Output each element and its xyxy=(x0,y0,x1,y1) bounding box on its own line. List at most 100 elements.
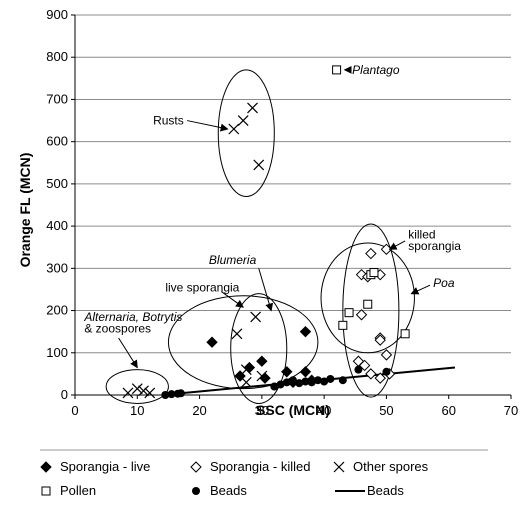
legend-marker xyxy=(40,461,52,473)
beads-point xyxy=(313,376,322,385)
pollen-point xyxy=(363,299,373,309)
sporangia-live-point xyxy=(243,361,256,374)
legend-item: Pollen xyxy=(41,483,96,498)
legend-item: Beads xyxy=(192,483,247,498)
x-tick-label: 40 xyxy=(317,403,331,418)
beads-point xyxy=(320,377,329,386)
x-tick-label: 20 xyxy=(192,403,206,418)
data-points xyxy=(122,65,410,399)
annotation-text: sporangia xyxy=(408,239,461,253)
other-spores-point xyxy=(250,311,262,323)
annotation-text: Plantago xyxy=(352,63,400,77)
x-tick-label: 50 xyxy=(379,403,393,418)
beads-point xyxy=(295,379,304,388)
x-tick-label: 30 xyxy=(255,403,269,418)
beads-point xyxy=(161,391,170,399)
legend-marker xyxy=(333,461,345,473)
x-tick-label: 10 xyxy=(130,403,144,418)
other-spores-point xyxy=(131,383,143,395)
other-spores-point xyxy=(240,364,252,376)
beads-point xyxy=(338,376,347,385)
pollen-point xyxy=(338,320,348,330)
sporangia-killed-point xyxy=(380,349,393,361)
sporangia-live-point xyxy=(206,336,218,348)
cluster-ellipse xyxy=(230,293,288,404)
sporangia-killed-point xyxy=(365,368,377,380)
other-spores-point xyxy=(253,159,265,171)
legend-marker xyxy=(192,487,200,495)
cluster-ellipse xyxy=(105,369,169,404)
x-tick-label: 60 xyxy=(441,403,455,418)
annotation-text: Alternaria, Botrytis xyxy=(83,310,182,324)
other-spores-point xyxy=(256,370,268,382)
sporangia-live-point xyxy=(299,325,312,338)
cluster-ellipse xyxy=(342,223,400,398)
y-tick-label: 800 xyxy=(46,49,68,64)
legend-label: Other spores xyxy=(353,459,429,474)
x-axis-label: SSC (MCN) xyxy=(256,402,330,418)
legend-marker xyxy=(190,461,202,473)
other-spores-point xyxy=(237,115,249,126)
sporangia-killed-point xyxy=(374,372,386,384)
cluster-ellipse xyxy=(217,69,275,198)
cluster-ellipse xyxy=(167,295,319,390)
other-spores-point xyxy=(240,376,252,388)
other-spores-point xyxy=(228,123,240,135)
annotation-arrow xyxy=(410,284,431,295)
beads-point xyxy=(326,374,335,383)
y-tick-label: 500 xyxy=(46,176,68,191)
annotation-text: Poa xyxy=(433,276,455,290)
sporangia-live-point xyxy=(281,366,293,378)
beads-point xyxy=(354,365,363,374)
annotation-arrow xyxy=(118,337,138,369)
sporangia-live-point xyxy=(299,366,312,378)
annotation-text: Rusts xyxy=(153,114,184,128)
sporangia-killed-point xyxy=(374,334,386,346)
legend-item: Sporangia - killed xyxy=(190,459,310,474)
legend-item: Sporangia - live xyxy=(40,459,150,474)
beads-point xyxy=(382,367,391,376)
cluster-ellipses xyxy=(105,69,415,404)
y-tick-label: 400 xyxy=(46,218,68,233)
x-tick-label: 70 xyxy=(504,403,518,418)
legend-item: Other spores xyxy=(333,459,429,474)
sporangia-live-point xyxy=(259,372,271,384)
legend-label: Pollen xyxy=(60,483,96,498)
y-tick-label: 600 xyxy=(46,134,68,149)
beads-point xyxy=(167,390,176,399)
y-tick-label: 100 xyxy=(46,345,68,360)
beads-point xyxy=(176,389,185,398)
legend-label: Beads xyxy=(210,483,247,498)
other-spores-point xyxy=(138,385,149,397)
tick-labels: 0 100 200 300 400 500 600 700 800 900 0 10 20 30 40 50 6… xyxy=(46,7,518,418)
y-tick-label: 900 xyxy=(46,7,68,22)
beads-point xyxy=(276,380,285,389)
cluster-ellipse xyxy=(320,242,415,354)
legend-label: Sporangia - live xyxy=(60,459,150,474)
sporangia-killed-point xyxy=(365,247,377,260)
annotation-arrow xyxy=(221,291,244,308)
y-tick-label: 0 xyxy=(61,387,68,402)
other-spores-point xyxy=(231,328,243,340)
x-tick-label: 0 xyxy=(71,403,78,418)
y-tick-label: 200 xyxy=(46,303,68,318)
beads-point xyxy=(270,382,279,391)
other-spores-point xyxy=(122,387,134,399)
sporangia-killed-point xyxy=(358,359,371,372)
legend-label: Beads xyxy=(367,483,404,498)
sporangia-killed-point xyxy=(355,309,368,321)
beads-point xyxy=(282,378,291,387)
pollen-point xyxy=(369,268,379,278)
pollen-point xyxy=(344,308,354,318)
beads-point xyxy=(289,376,297,385)
annotation-arrow xyxy=(388,240,406,250)
annotation-text: Blumeria xyxy=(209,253,257,267)
annotation-text: & zoospores xyxy=(84,321,151,335)
beads-point xyxy=(301,377,310,386)
annotation-arrow xyxy=(258,268,274,312)
gridlines xyxy=(75,14,511,354)
other-spores-point xyxy=(247,102,258,114)
legend: Sporangia - live Sporangia - killed Other … xyxy=(40,449,488,498)
annotation-text: killed xyxy=(408,228,435,242)
